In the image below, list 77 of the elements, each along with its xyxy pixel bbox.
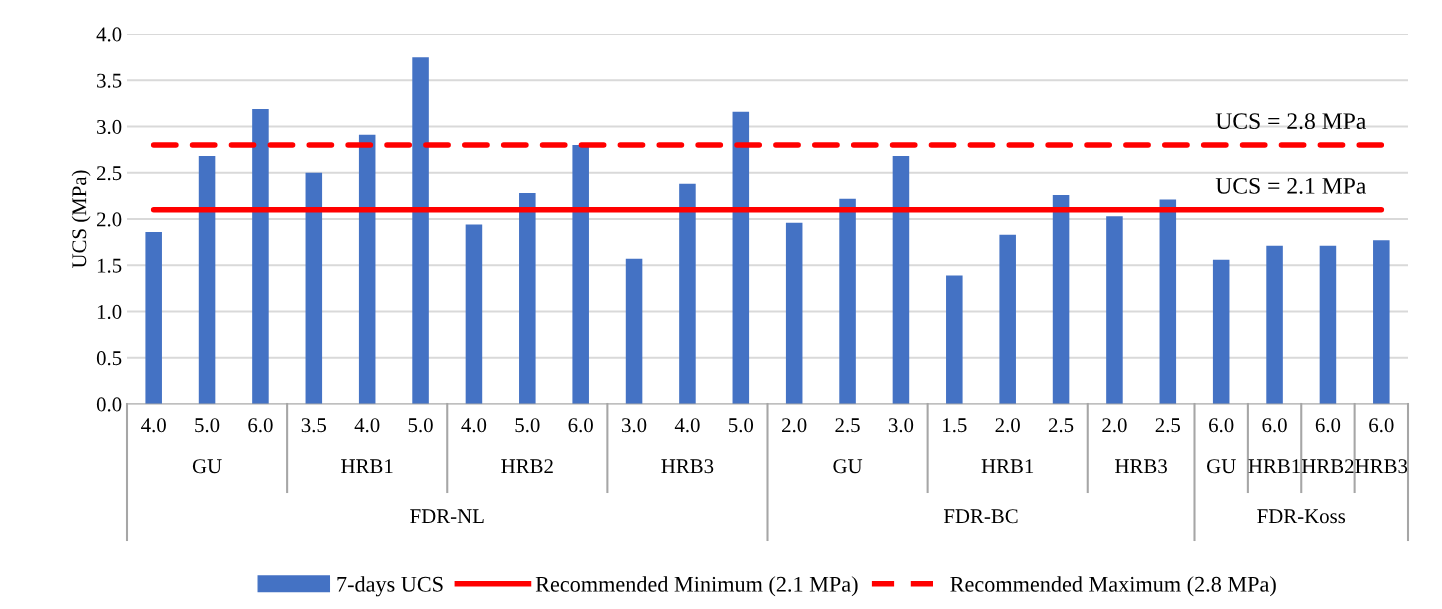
x-tick-label: 6.0 (1315, 418, 1341, 433)
x-tick-label: 4.0 (141, 418, 166, 433)
x-tick-label: 1.5 (943, 418, 967, 433)
x-tick-label: 3.0 (888, 418, 914, 433)
x-tick-label: 5.0 (515, 418, 540, 433)
bar (198, 156, 216, 404)
bar (946, 275, 963, 404)
x-tick-label: 6.0 (1369, 418, 1394, 433)
y-tick-label: 1.0 (97, 304, 122, 320)
x-tick-label: 3.5 (301, 418, 327, 433)
bar (358, 134, 376, 404)
text: GU (833, 459, 863, 474)
y-tick-label: 3.5 (97, 73, 122, 88)
x-tick-label: 5.0 (408, 418, 433, 433)
text: HRB1 (981, 459, 1034, 474)
x-tick-label: 3.0 (622, 418, 647, 433)
x-tick-label: 2.0 (995, 418, 1020, 433)
bar (785, 222, 803, 404)
bar (519, 193, 536, 404)
bar (1373, 240, 1390, 404)
bar (1106, 216, 1123, 404)
bar (625, 258, 643, 404)
bar (732, 111, 750, 404)
bar (252, 108, 269, 404)
y-tick-label: 2.0 (97, 212, 122, 227)
x-tick-label: 4.0 (674, 418, 700, 433)
x-tick-label: 6.0 (568, 418, 593, 433)
y-tick-label: 0.5 (96, 351, 122, 366)
annotation: UCS = 2.1 MPa (1215, 177, 1367, 194)
bar (679, 183, 696, 404)
y-axis-title: UCS (MPa) (71, 170, 91, 269)
x-tick-label: 2.5 (1155, 418, 1181, 433)
x-tick-label: 5.0 (729, 418, 754, 433)
text: GU (1207, 459, 1236, 474)
x-tick-label: 2.0 (1102, 418, 1127, 433)
bar (465, 224, 483, 404)
bar (145, 231, 162, 404)
text: HRB3 (1355, 459, 1408, 474)
legend-label: Recommended Minimum (2.1 MPa) (535, 576, 858, 597)
bar (839, 198, 856, 404)
bar (1159, 199, 1177, 404)
bar (999, 234, 1016, 404)
y-tick-label: 2.5 (97, 166, 122, 181)
x-tick-label: 2.0 (782, 418, 807, 433)
x-tick-label: 2.5 (835, 418, 860, 433)
bar (1319, 245, 1337, 404)
bar (412, 57, 429, 404)
bar (305, 172, 323, 404)
text: FDR-NL (410, 509, 484, 524)
text: HRB3 (1115, 459, 1167, 474)
text: HRB2 (501, 459, 553, 474)
y-tick-label: 1.5 (97, 258, 122, 273)
legend-label: 7-days UCS (337, 576, 443, 597)
text: GU (192, 459, 222, 474)
y-tick-label: 3.0 (97, 119, 122, 135)
x-tick-label: 4.0 (461, 418, 487, 433)
x-tick-label: 5.0 (195, 418, 220, 433)
x-tick-label: 6.0 (1209, 418, 1234, 433)
text: HRB1 (341, 459, 393, 474)
y-tick-label: 0.0 (96, 397, 122, 412)
bar (1212, 259, 1230, 404)
text: FDR-BC (943, 509, 1018, 524)
x-tick-label: 6.0 (1262, 418, 1287, 433)
y-tick-label: 4.0 (96, 27, 122, 42)
annotation: UCS = 2.8 MPa (1215, 113, 1367, 130)
x-tick-label: 4.0 (354, 418, 380, 433)
bar (1052, 194, 1070, 404)
bar (572, 145, 589, 404)
x-tick-label: 2.5 (1048, 418, 1074, 433)
x-tick-label: 6.0 (248, 418, 273, 433)
bar (892, 156, 910, 404)
text: HRB3 (661, 459, 714, 474)
legend-label: Recommended Maximum (2.8 MPa) (950, 576, 1276, 597)
text: HRB2 (1301, 459, 1354, 474)
bar (1266, 245, 1283, 404)
text: FDR-Koss (1257, 509, 1346, 524)
text: HRB1 (1248, 459, 1300, 474)
